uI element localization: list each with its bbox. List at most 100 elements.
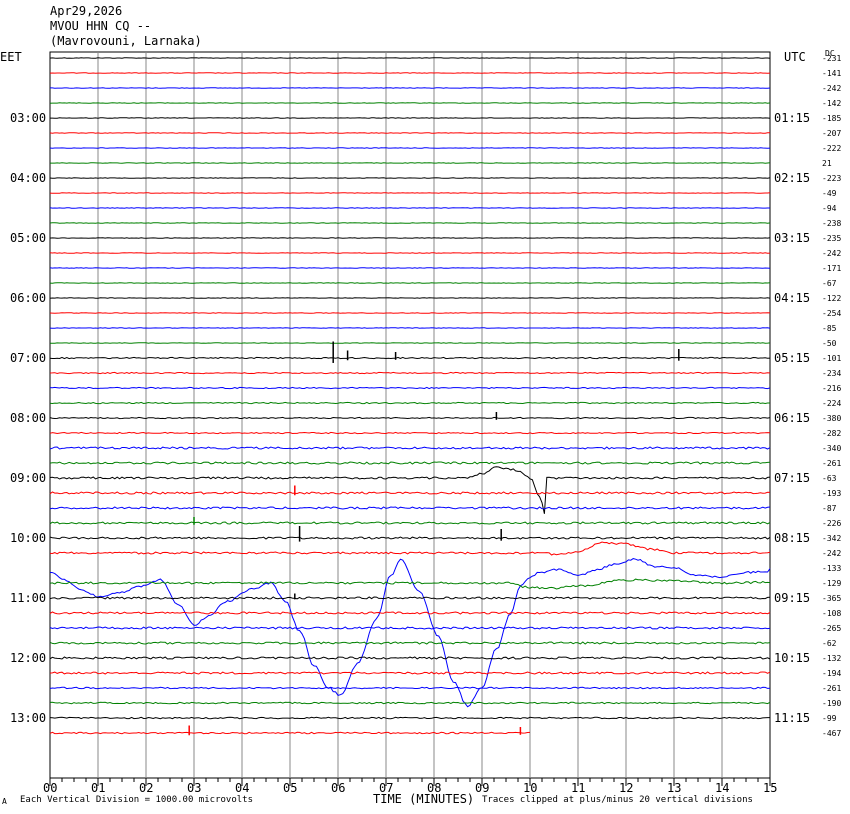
dc-offset-row-45: -467 [822,729,842,738]
dc-offset-row-9: -49 [822,189,837,198]
scale-note: Each Vertical Division = 1000.00 microvo… [20,795,253,805]
right-timezone-label: UTC [784,50,806,64]
right-hour-label: 06:15 [774,411,811,425]
dc-offset-row-34: -133 [822,564,842,573]
left-hour-label: 07:00 [10,351,47,365]
left-hour-label: 08:00 [10,411,47,425]
dc-offset-row-7: 21 [822,159,832,168]
right-hour-label: 05:15 [774,351,811,365]
dc-offset-row-11: -238 [822,219,842,228]
right-hour-label: 08:15 [774,531,811,545]
trace-row-33 [49,541,771,556]
trace-row-28 [49,466,771,514]
left-hour-label: 09:00 [10,471,47,485]
left-hour-label: 10:00 [10,531,47,545]
dc-offset-row-1: -141 [822,69,842,78]
trace-row-42 [49,686,771,690]
dc-offset-row-12: -235 [822,234,842,243]
trace-row-43 [49,701,771,705]
dc-offset-row-15: -67 [822,279,837,288]
trace-row-21 [49,371,771,375]
header-station: MVOU HHN CQ -- [50,19,152,33]
dc-offset-row-17: -254 [822,309,842,318]
x-tick-label-03: 03 [187,781,202,795]
dc-offset-row-24: -380 [822,414,842,423]
right-hour-label: 01:15 [774,111,811,125]
left-hour-label: 03:00 [10,111,47,125]
left-hour-label: 11:00 [10,591,47,605]
trace-row-35 [49,578,771,590]
trace-row-34 [49,558,771,708]
x-tick-label-07: 07 [379,781,394,795]
dc-offset-row-39: -62 [822,639,837,648]
trace-row-31 [49,521,771,525]
dc-offset-row-2: -242 [822,84,842,93]
dc-offset-row-4: -185 [822,114,842,123]
dc-offset-row-14: -171 [822,264,842,273]
right-hour-label: 07:15 [774,471,811,485]
left-hour-label: 06:00 [10,291,47,305]
dc-offset-row-3: -142 [822,99,842,108]
dc-offset-row-27: -261 [822,459,842,468]
dc-offset-row-44: -99 [822,714,837,723]
right-hour-label: 02:15 [774,171,811,185]
dc-offset-row-5: -207 [822,129,842,138]
x-tick-label-05: 05 [283,781,298,795]
corner-mark: A [2,797,7,806]
x-tick-label-01: 01 [91,781,106,795]
dc-offset-row-29: -193 [822,489,842,498]
dc-offset-row-19: -50 [822,339,837,348]
dc-offset-row-8: -223 [822,174,842,183]
dc-offset-row-22: -216 [822,384,842,393]
trace-row-24 [49,416,771,420]
dc-offset-row-30: -87 [822,504,837,513]
trace-row-37 [49,611,771,615]
dc-offset-row-16: -122 [822,294,842,303]
trace-row-20 [49,356,771,360]
dc-offset-row-6: -222 [822,144,842,153]
dc-offset-row-42: -261 [822,684,842,693]
right-hour-label: 04:15 [774,291,811,305]
x-tick-label-12: 12 [619,781,634,795]
x-tick-label-04: 04 [235,781,250,795]
dc-offset-row-28: -63 [822,474,837,483]
dc-offset-row-35: -129 [822,579,842,588]
clip-note: Traces clipped at plus/minus 20 vertical… [482,795,753,805]
left-hour-label: 05:00 [10,231,47,245]
plot-frame [49,51,771,779]
x-tick-label-02: 02 [139,781,154,795]
right-hour-label: 11:15 [774,711,811,725]
x-tick-label-00: 00 [43,781,58,795]
dc-offset-row-33: -242 [822,549,842,558]
x-tick-label-11: 11 [571,781,586,795]
dc-offset-row-31: -226 [822,519,842,528]
dc-offset-row-10: -94 [822,204,837,213]
trace-row-29 [49,491,771,495]
trace-row-40 [49,656,771,660]
trace-row-44 [49,716,770,720]
dc-offset-row-32: -342 [822,534,842,543]
dc-offset-row-0: -231 [822,54,842,63]
left-hour-label: 12:00 [10,651,47,665]
trace-row-22 [49,386,771,390]
dc-offset-row-41: -194 [822,669,842,678]
dc-offset-row-13: -242 [822,249,842,258]
trace-row-32 [49,536,771,540]
trace-row-38 [49,626,771,630]
x-tick-label-15: 15 [763,781,778,795]
trace-row-30 [49,506,771,510]
dc-offset-row-21: -234 [822,369,842,378]
dc-offset-row-38: -265 [822,624,842,633]
dc-offset-row-43: -190 [822,699,842,708]
dc-offset-row-25: -282 [822,429,842,438]
x-tick-label-06: 06 [331,781,346,795]
trace-row-36 [49,596,771,600]
x-tick-label-14: 14 [715,781,730,795]
dc-offset-row-40: -132 [822,654,842,663]
dc-label: DC [825,49,835,58]
trace-row-25 [49,431,771,435]
right-hour-label: 09:15 [774,591,811,605]
x-tick-label-09: 09 [475,781,490,795]
left-timezone-label: EET [0,50,22,64]
